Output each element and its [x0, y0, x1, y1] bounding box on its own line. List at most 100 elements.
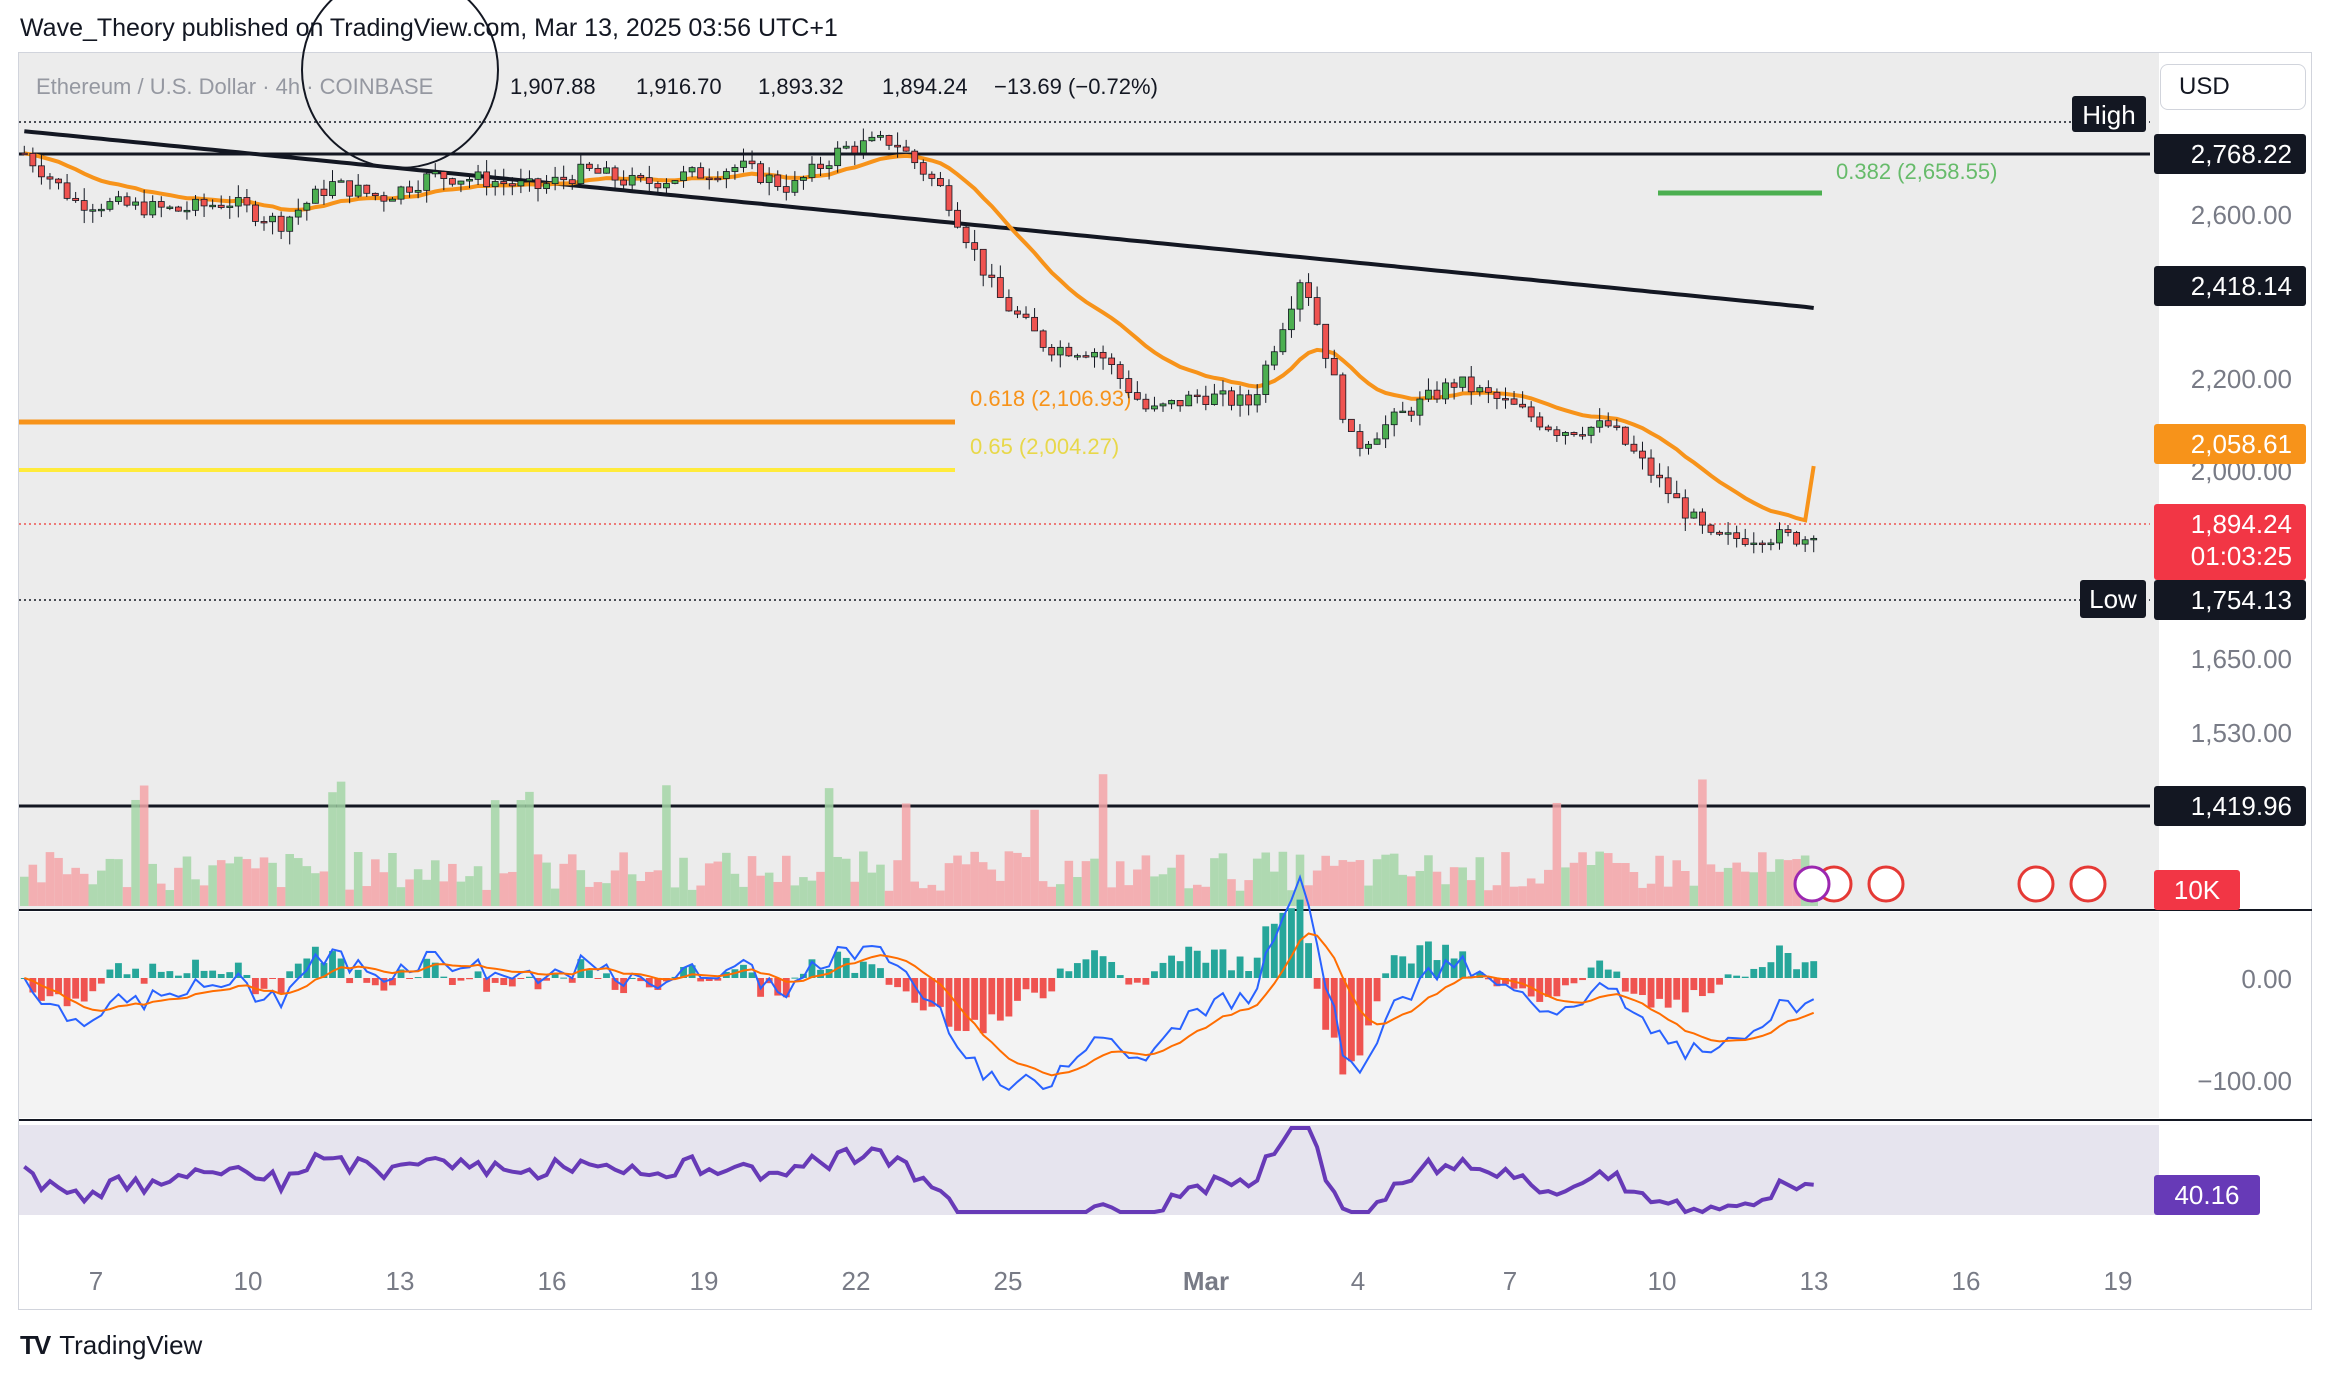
fib-65-label: 0.65 (2,004.27) — [970, 434, 1119, 459]
volume-bar — [62, 874, 72, 906]
volume-bar — [174, 867, 183, 906]
volume-bar — [122, 887, 132, 906]
volume-bar — [396, 887, 406, 906]
candle-up — [628, 174, 636, 186]
volume-bar — [567, 854, 577, 906]
volume-bar — [1158, 874, 1168, 906]
candle-down — [1793, 532, 1800, 545]
volume-bar — [1381, 854, 1390, 906]
macd-bar — [1784, 953, 1792, 978]
macd-bar — [149, 963, 157, 978]
volume-bar — [696, 885, 705, 906]
candle-down — [1741, 538, 1749, 545]
volume-bar — [45, 852, 55, 906]
candle-down — [483, 171, 491, 188]
macd-bar — [508, 978, 516, 987]
candle-up — [311, 188, 319, 204]
volume-bar — [105, 858, 115, 906]
chart-frame[interactable] — [18, 52, 2312, 1310]
macd-bar — [1219, 949, 1227, 978]
candle-up — [663, 183, 670, 189]
candle-up — [354, 184, 362, 197]
macd-bar — [1091, 950, 1098, 978]
countdown-text: 01:03:25 — [2191, 541, 2292, 571]
macd-bar — [1022, 978, 1030, 990]
candle-down — [1656, 474, 1664, 479]
candle-down — [971, 242, 979, 250]
volume-bar — [782, 855, 791, 906]
macd-bar — [1005, 978, 1013, 1017]
candle-down — [1228, 390, 1235, 406]
macd-bar — [637, 978, 645, 982]
volume-bar — [850, 881, 860, 906]
volume-bar — [593, 882, 603, 906]
candle-down — [123, 196, 131, 206]
ema200-text: 2,418.14 — [2191, 271, 2292, 301]
candle-down — [1639, 450, 1646, 459]
candle-down — [637, 174, 645, 179]
candle-up — [834, 147, 842, 167]
macd-bar — [329, 951, 336, 978]
volume-bar — [1227, 879, 1236, 906]
volume-bar — [1389, 853, 1399, 906]
volume-bar — [1561, 867, 1570, 906]
candle-down — [1484, 387, 1492, 393]
candle-down — [1142, 398, 1150, 410]
time-axis-label: 16 — [1952, 1266, 1981, 1296]
candle-down — [748, 160, 756, 165]
candle-up — [1056, 346, 1064, 356]
volume-bar — [465, 876, 474, 906]
support-tag — [2154, 786, 2306, 826]
macd-bar — [457, 978, 465, 981]
macd-bar — [1245, 971, 1253, 978]
candle-down — [157, 201, 165, 208]
candle-up — [551, 176, 559, 185]
macd-bar — [431, 962, 439, 978]
volume-bar — [422, 879, 431, 906]
macd-bar — [885, 978, 893, 985]
volume-bar — [576, 870, 586, 906]
volume-bar — [1329, 865, 1339, 906]
currency-selector[interactable]: USD — [2160, 64, 2306, 110]
candle-down — [611, 167, 619, 181]
macd-bar — [252, 978, 259, 995]
candle-up — [1382, 424, 1390, 440]
volume-bar — [1055, 884, 1065, 906]
macd-bar — [363, 978, 371, 983]
candle-down — [534, 178, 542, 190]
candle-up — [1073, 355, 1081, 358]
chart-canvas[interactable]: 0.382 (2,658.55) 0.618 (2,106.93) 0.65 (… — [0, 0, 2332, 1320]
volume-bar — [1569, 862, 1579, 906]
candle-down — [1536, 416, 1544, 428]
candle-up — [1416, 398, 1424, 416]
macd-bar — [962, 978, 970, 1032]
macd-bar — [371, 978, 379, 986]
event-flag-icon — [2017, 865, 2055, 903]
macd-bar — [808, 959, 816, 978]
volume-bar — [1681, 871, 1690, 906]
volume-bar — [1698, 779, 1707, 906]
macd-bar — [526, 976, 533, 978]
candle-down — [1065, 346, 1073, 357]
macd-bar — [1056, 968, 1064, 978]
volume-bar — [1252, 858, 1262, 906]
macd-bar — [1407, 963, 1415, 978]
candle-down — [594, 167, 602, 174]
ema200-line — [24, 129, 1814, 310]
candle-up — [577, 163, 585, 185]
candle-down — [1450, 382, 1458, 388]
candle-down — [620, 179, 628, 186]
macd-bar — [1193, 950, 1201, 978]
volume-bar — [1090, 858, 1099, 906]
macd-bar — [1716, 978, 1723, 985]
symbol-legend: Ethereum / U.S. Dollar · 4h · COINBASE — [36, 74, 433, 99]
candle-down — [200, 198, 208, 207]
candle-down — [277, 215, 285, 232]
candle-down — [911, 150, 919, 164]
candle-down — [817, 163, 824, 169]
candle-up — [303, 202, 311, 211]
candle-up — [294, 209, 302, 218]
volume-bar — [1740, 871, 1750, 906]
candle-down — [1005, 297, 1013, 312]
volume-bar — [379, 872, 389, 906]
